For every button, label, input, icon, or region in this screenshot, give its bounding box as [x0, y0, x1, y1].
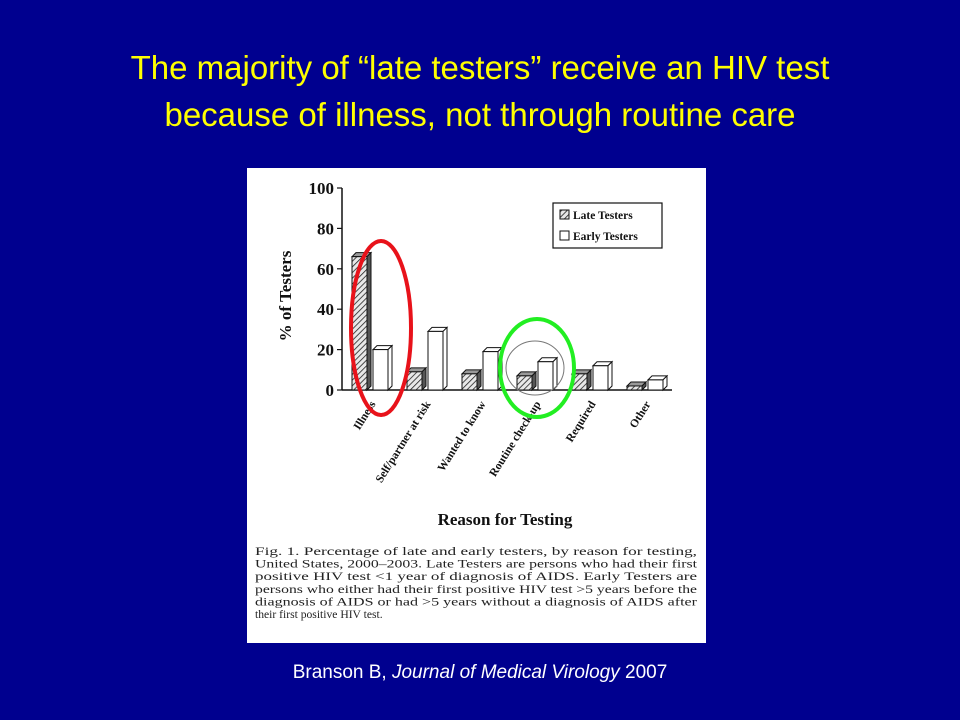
bar-front-face: [482, 351, 499, 391]
early-tester-bar: [371, 344, 394, 392]
bar-front-face: [406, 371, 423, 391]
slide-title-line-2: because of illness, not through routine …: [164, 96, 796, 133]
bar-front-face: [461, 373, 478, 391]
x-tick-label: Wanted to know: [436, 399, 489, 474]
routine-highlight-ellipse: [498, 317, 576, 419]
bar-side-face: [387, 344, 393, 392]
bar-side-face: [442, 326, 448, 392]
x-tick-label: Self/partner at risk: [374, 399, 434, 485]
legend-swatch: [559, 230, 570, 241]
bar-chart: % of Testers Reason for Testing Fig. 1. …: [255, 179, 698, 621]
early-tester-bar: [426, 326, 449, 392]
slide-title-line-1: The majority of “late testers” receive a…: [130, 49, 830, 86]
slide-title: The majority of “late testers” receive a…: [40, 44, 920, 138]
caption-line: persons who either had their first posit…: [255, 583, 697, 596]
caption-line: their first positive HIV test.: [255, 608, 383, 621]
legend-box: [552, 202, 663, 249]
figure-caption: Fig. 1. Percentage of late and early tes…: [255, 545, 698, 621]
bar-side-face: [586, 368, 592, 392]
y-tick-label: 80: [317, 219, 334, 238]
caption-line: Fig. 1. Percentage of late and early tes…: [255, 545, 697, 558]
y-tick-label: 100: [309, 179, 335, 198]
bar-front-face: [372, 349, 389, 391]
bar-side-face: [421, 366, 427, 392]
bar-side-face: [366, 251, 372, 392]
citation-journal: Journal of Medical Virology: [391, 662, 620, 683]
late-tester-bar: [515, 370, 538, 392]
legend-label: Early Testers: [573, 231, 638, 243]
x-axis-label: Reason for Testing: [438, 510, 573, 529]
y-tick-label: 40: [317, 300, 334, 319]
bar-front-face: [427, 330, 444, 391]
late-tester-bar: [460, 368, 483, 392]
bar-front-face: [626, 385, 643, 391]
late-tester-bar: [625, 380, 648, 392]
citation: Branson B, Journal of Medical Virology 2…: [0, 662, 960, 684]
bar-front-face: [516, 375, 533, 391]
x-tick-label: Routine check-up: [487, 399, 543, 479]
y-axis-label: % of Testers: [276, 250, 295, 341]
routine-inner-circle: [505, 340, 565, 396]
y-tick-label: 0: [326, 381, 335, 400]
bar-side-face: [476, 368, 482, 392]
legend-swatch: [559, 209, 570, 220]
illness-highlight-ellipse: [349, 239, 413, 417]
bar-front-face: [537, 361, 554, 391]
early-tester-bar: [591, 360, 614, 392]
legend-label: Late Testers: [573, 210, 633, 222]
y-tick-label: 20: [317, 341, 334, 360]
bar-side-face: [607, 360, 613, 392]
y-tick-label: 60: [317, 260, 334, 279]
x-tick-label: Other: [628, 399, 654, 430]
caption-line: positive HIV test <1 year of diagnosis o…: [255, 570, 697, 583]
x-tick-label: Required: [564, 399, 599, 445]
bar-front-face: [647, 379, 664, 391]
citation-year: 2007: [619, 662, 668, 683]
figure-panel: % of Testers Reason for Testing Fig. 1. …: [247, 168, 706, 643]
caption-line: diagnosis of AIDS or had >5 years withou…: [255, 595, 697, 608]
caption-line: United States, 2000–2003. Late Testers a…: [255, 558, 698, 571]
legend: Late Testers Early Testers: [552, 202, 663, 249]
late-tester-bar: [570, 368, 593, 392]
citation-author: Branson B,: [292, 662, 392, 683]
late-tester-bar: [405, 366, 428, 392]
early-tester-bar: [646, 374, 669, 392]
bar-front-face: [592, 365, 609, 391]
bar-side-face: [552, 356, 558, 392]
bar-side-face: [531, 370, 537, 392]
early-tester-bar: [536, 356, 559, 392]
